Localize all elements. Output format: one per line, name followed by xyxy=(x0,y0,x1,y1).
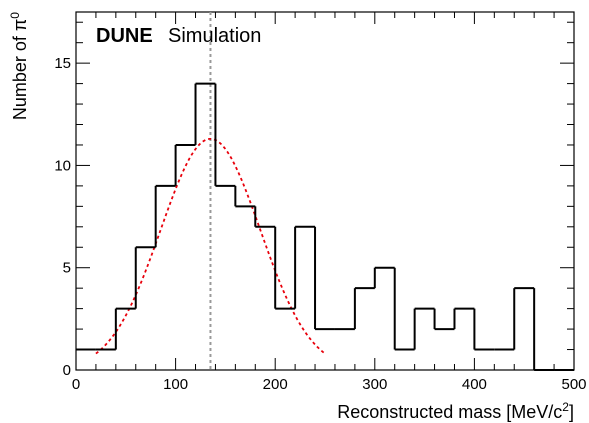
y-tick-label: 0 xyxy=(63,362,71,379)
banner-experiment: DUNE xyxy=(96,25,153,47)
y-tick-label: 5 xyxy=(63,260,71,277)
plot-frame xyxy=(75,11,575,371)
x-tick-label: 0 xyxy=(72,376,80,393)
x-tick-label: 100 xyxy=(163,376,188,393)
y-axis-title: Number of π0 xyxy=(8,12,30,120)
banner-label: Simulation xyxy=(168,25,261,47)
x-tick-label: 300 xyxy=(362,376,387,393)
x-axis-title: Reconstructed mass [MeV/c2] xyxy=(337,400,574,422)
x-axis-title-sup: 2 xyxy=(562,400,569,414)
x-tick-label: 400 xyxy=(462,376,487,393)
x-tick-label: 500 xyxy=(561,376,586,393)
gaussian-fit-curve xyxy=(95,137,326,355)
y-tick-label: 10 xyxy=(54,157,71,174)
y-axis-title-main: Number of π xyxy=(10,19,30,120)
x-tick-label: 200 xyxy=(263,376,288,393)
y-axis-title-sup: 0 xyxy=(8,12,22,19)
x-axis-title-main: Reconstructed mass [MeV/c xyxy=(337,402,562,422)
y-tick-label: 15 xyxy=(54,55,71,72)
x-axis-title-end: ] xyxy=(569,402,574,422)
